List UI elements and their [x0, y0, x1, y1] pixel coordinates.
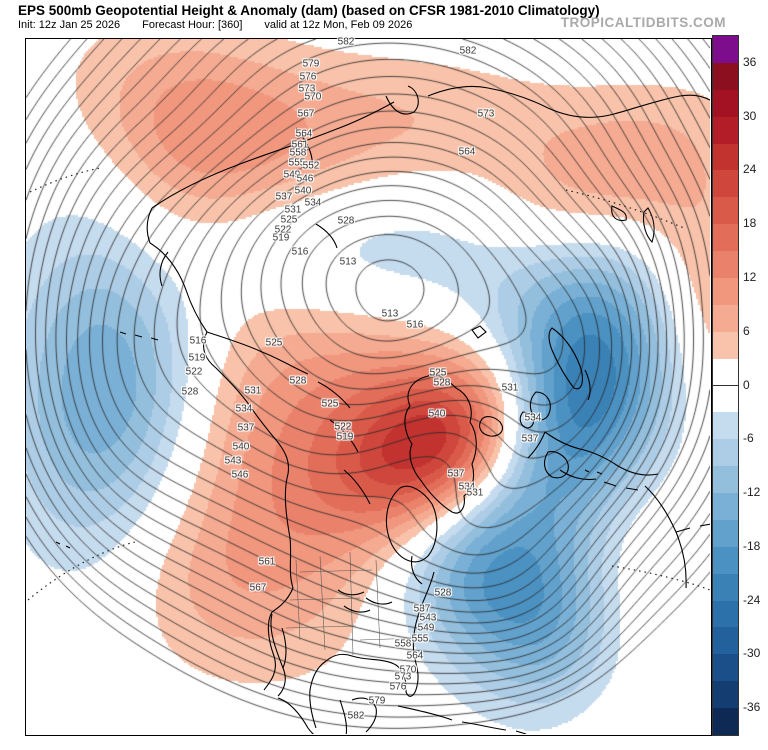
colorbar-cell: [713, 412, 738, 441]
coastline-path: [584, 469, 603, 475]
colorbar-cell: [713, 277, 738, 306]
state-border-line: [285, 625, 357, 629]
graticule-dotted-line: [611, 565, 710, 591]
forecast-hour: Forecast Hour: [360]: [142, 19, 243, 31]
colorbar-cell: [713, 493, 738, 521]
colorbar-tick: 12: [743, 269, 757, 284]
coastline-path: [206, 331, 371, 505]
colorbar-cell: [713, 654, 738, 683]
colorbar-cell: [713, 519, 738, 548]
coastline-path: [339, 697, 377, 734]
colorbar-tick: 30: [743, 108, 757, 123]
coastlines-overlay: [27, 85, 710, 734]
colorbar-cell: [713, 546, 738, 575]
coastline-path: [119, 331, 159, 341]
coastline-path: [471, 325, 487, 339]
colorbar-cell: [713, 627, 738, 656]
coastline-path: [337, 589, 393, 613]
coastline-path: [479, 416, 503, 437]
colorbar-cell: [713, 439, 738, 468]
coastline-path: [270, 613, 315, 734]
colorbar-cell: [713, 62, 738, 91]
colorbar-cell: [713, 708, 738, 736]
colorbar-cell: [713, 116, 738, 145]
colorbar-tick: -24: [743, 592, 761, 607]
colorbar-tick: -36: [743, 700, 761, 715]
colorbar-tick-labels: 36 30 24 18 12 6 0 -6 -12 -18 -24 -30 -36: [743, 35, 768, 736]
colorbar-tick: 6: [743, 323, 750, 338]
coastline-path: [149, 242, 294, 691]
colorbar-tick: 36: [743, 54, 757, 69]
map-canvas: [26, 39, 710, 734]
state-border-line: [319, 555, 326, 651]
colorbar-cell: [713, 143, 738, 172]
colorbar-cell: [713, 36, 738, 64]
colorbar-cell: [713, 385, 738, 414]
coastline-path: [309, 571, 435, 729]
colorbar-tick: 18: [743, 216, 757, 231]
colorbar-cell: [713, 304, 738, 333]
colorbar-tick: 24: [743, 162, 757, 177]
coastline-path: [146, 207, 169, 287]
coastline-path: [527, 431, 659, 491]
colorbar-cell: [713, 466, 738, 495]
colorbar-cell: [713, 89, 738, 118]
graticule-dotted-line: [565, 189, 685, 229]
coastline-path: [611, 205, 655, 244]
colorbar-cell: [713, 170, 738, 199]
valid-time: valid at 12z Mon, Feb 09 2026: [264, 19, 413, 31]
state-border-line: [359, 637, 421, 641]
coastline-path: [519, 391, 551, 429]
coastline-path: [55, 541, 71, 549]
coastline-path: [548, 327, 591, 401]
colorbar-cell: [713, 251, 738, 279]
colorbar-tick: -6: [743, 431, 754, 446]
colorbar-cell: [713, 358, 738, 387]
anomaly-colorbar: [712, 35, 739, 736]
coastline-path: [385, 485, 438, 585]
colorbar-cell: [713, 224, 738, 253]
colorbar-cell: [713, 573, 738, 602]
coastline-path: [151, 85, 710, 249]
colorbar-tick: 0: [743, 377, 750, 392]
init-time: Init: 12z Jan 25 2026: [18, 19, 121, 31]
graticule-dotted-line: [29, 167, 101, 193]
graticule-dotted-line: [27, 541, 136, 601]
colorbar-tick: -18: [743, 538, 761, 553]
colorbar-cell: [713, 681, 738, 710]
colorbar-cell: [713, 331, 738, 360]
colorbar-tick: -12: [743, 485, 761, 500]
state-border-line: [289, 597, 361, 601]
state-border-line: [299, 569, 373, 573]
coastline-path: [397, 705, 527, 734]
site-watermark: TROPICALTIDBITS.COM: [560, 15, 726, 30]
coastline-path: [404, 374, 477, 514]
colorbar-cell: [713, 197, 738, 226]
coastline-path: [644, 485, 710, 589]
map-frame: 582 582 579 576 573 570 567 573 564 564 561 558 555 5…: [25, 37, 712, 736]
colorbar-cell: [713, 600, 738, 629]
page-title: EPS 500mb Geopotential Height & Anomaly …: [18, 3, 600, 18]
subtitle: Init: 12z Jan 25 2026 Forecast Hour: [360…: [18, 19, 434, 31]
state-border-line: [349, 551, 354, 656]
colorbar-tick: -30: [743, 646, 761, 661]
